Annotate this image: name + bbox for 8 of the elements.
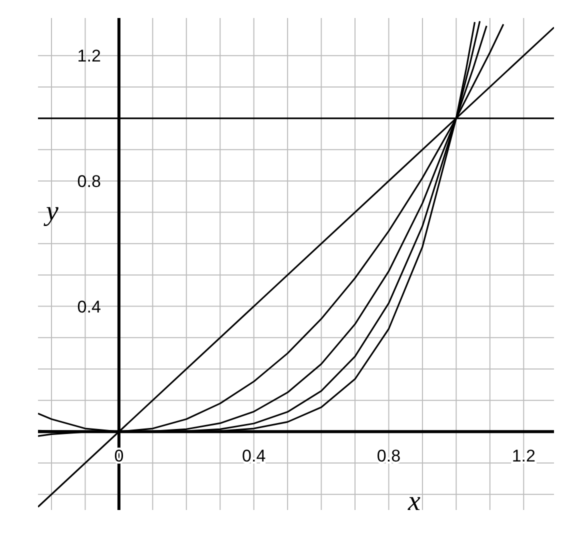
x-tick-label: 0.4 bbox=[242, 446, 266, 466]
x-tick-label: 0.8 bbox=[376, 446, 401, 466]
x-tick-label: 1.2 bbox=[512, 446, 536, 466]
x-axis-title: x bbox=[408, 486, 420, 518]
y-tick-label: 0.8 bbox=[77, 172, 101, 191]
y-tick-label: 0.4 bbox=[77, 297, 101, 316]
y-axis-title: y bbox=[46, 196, 58, 228]
y-tick-label: 1.2 bbox=[77, 46, 101, 66]
